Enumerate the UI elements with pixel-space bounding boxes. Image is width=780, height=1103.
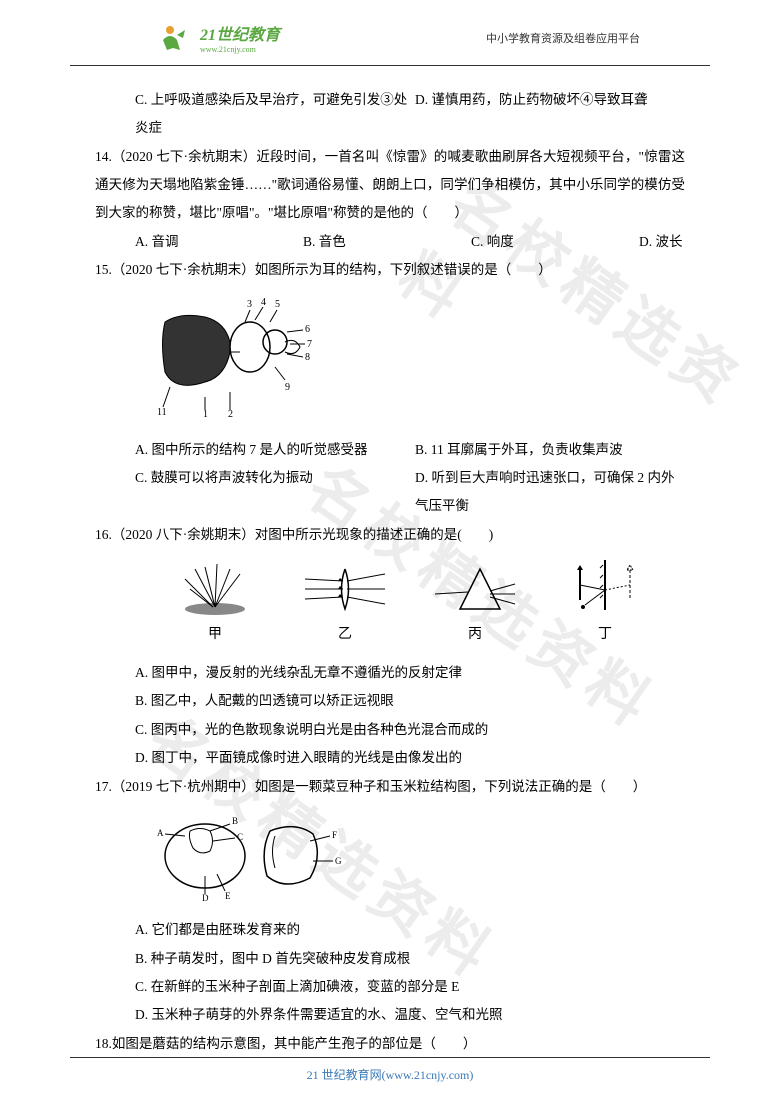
label-jia: 甲 (208, 620, 222, 649)
svg-text:7: 7 (307, 339, 312, 350)
q15-stem: 15.（2020 七下·余杭期末）如图所示为耳的结构，下列叙述错误的是（ ） (95, 256, 685, 284)
q16-img-bing: 丙 (425, 559, 525, 649)
q15-opt-d: D. 听到巨大声响时迅速张口，可确保 2 内外气压平衡 (415, 464, 685, 521)
header-subtitle: 中小学教育资源及组卷应用平台 (486, 30, 640, 46)
svg-text:B: B (232, 816, 238, 826)
page-header: 21世纪教育 www.21cnjy.com 中小学教育资源及组卷应用平台 (70, 0, 710, 66)
q14-options: A. 音调 B. 音色 C. 响度 D. 波长 (95, 228, 685, 256)
svg-text:A: A (157, 828, 164, 838)
q16-images: 甲 乙 (95, 559, 685, 649)
q14-opt-d: D. 波长 (639, 228, 685, 256)
q18-stem: 18.如图是蘑菇的结构示意图，其中能产生孢子的部位是（ ） (95, 1030, 685, 1058)
q15-options-ab: A. 图中所示的结构 7 是人的听觉感受器 B. 11 耳廓属于外耳，负责收集声… (95, 436, 685, 464)
q17-stem: 17.（2019 七下·杭州期中）如图是一颗菜豆种子和玉米粒结构图，下列说法正确… (95, 773, 685, 801)
svg-text:9: 9 (285, 382, 290, 393)
q15-options-cd: C. 鼓膜可以将声波转化为振动 D. 听到巨大声响时迅速张口，可确保 2 内外气… (95, 464, 685, 521)
q15-ear-image: 1 2 3 4 5 6 7 8 9 11 (95, 292, 685, 427)
q14-opt-a: A. 音调 (135, 228, 303, 256)
q13-options-cd: C. 上呼吸道感染后及早治疗，可避免引发③处炎症 D. 谨慎用药，防止药物破坏④… (95, 86, 685, 143)
q15-opt-a: A. 图中所示的结构 7 是人的听觉感受器 (135, 436, 415, 464)
logo: 21世纪教育 www.21cnjy.com (155, 20, 280, 55)
svg-text:3: 3 (247, 299, 252, 310)
label-bing: 丙 (468, 620, 482, 649)
svg-text:5: 5 (275, 299, 280, 310)
page-content: C. 上呼吸道感染后及早治疗，可避免引发③处炎症 D. 谨慎用药，防止药物破坏④… (0, 66, 780, 1058)
label-yi: 乙 (338, 620, 352, 649)
q13-opt-d: D. 谨慎用药，防止药物破坏④导致耳聋 (415, 86, 685, 143)
q16-img-ding: 丁 (555, 559, 655, 649)
q13-opt-c: C. 上呼吸道感染后及早治疗，可避免引发③处炎症 (135, 86, 415, 143)
q16-opt-b: B. 图乙中，人配戴的凹透镜可以矫正远视眼 (95, 687, 685, 715)
q14-text: 14.（2020 七下·余杭期末）近段时间，一首名叫《惊雷》的喊麦歌曲刷屏各大短… (95, 149, 685, 221)
q14-opt-b: B. 音色 (303, 228, 471, 256)
q16-opt-a: A. 图甲中，漫反射的光线杂乱无章不遵循光的反射定律 (95, 659, 685, 687)
label-ding: 丁 (598, 620, 612, 649)
svg-text:E: E (225, 891, 231, 901)
q16-img-jia: 甲 (165, 559, 265, 649)
svg-text:11: 11 (157, 407, 167, 417)
page-footer: 21 世纪教育网(www.21cnjy.com) (0, 1057, 780, 1083)
svg-text:6: 6 (305, 324, 310, 335)
svg-text:D: D (202, 893, 209, 901)
q17-seed-image: A B C D E F G (95, 806, 685, 911)
q16-opt-c: C. 图丙中，光的色散现象说明白光是由各种色光混合而成的 (95, 716, 685, 744)
q17-opt-a: A. 它们都是由胚珠发育来的 (95, 916, 685, 944)
q15-opt-b: B. 11 耳廓属于外耳，负责收集声波 (415, 436, 685, 464)
q16-stem: 16.（2020 八下·余姚期末）对图中所示光现象的描述正确的是( ) (95, 521, 685, 549)
q14-stem: 14.（2020 七下·余杭期末）近段时间，一首名叫《惊雷》的喊麦歌曲刷屏各大短… (95, 143, 685, 228)
q17-opt-b: B. 种子萌发时，图中 D 首先突破种皮发育成根 (95, 945, 685, 973)
logo-text: 21世纪教育 (200, 21, 280, 45)
q14-opt-c: C. 响度 (471, 228, 639, 256)
q15-opt-c: C. 鼓膜可以将声波转化为振动 (135, 464, 415, 521)
svg-text:4: 4 (261, 297, 266, 308)
q17-opt-d: D. 玉米种子萌芽的外界条件需要适宜的水、温度、空气和光照 (95, 1001, 685, 1029)
svg-text:8: 8 (305, 352, 310, 363)
svg-text:1: 1 (203, 409, 208, 417)
q16-opt-d: D. 图丁中，平面镜成像时进入眼睛的光线是由像发出的 (95, 744, 685, 772)
footer-text: 21 世纪教育网(www.21cnjy.com) (70, 1057, 710, 1083)
q17-opt-c: C. 在新鲜的玉米种子剖面上滴加碘液，变蓝的部分是 E (95, 973, 685, 1001)
svg-text:C: C (237, 832, 243, 842)
q16-img-yi: 乙 (295, 559, 395, 649)
svg-text:F: F (332, 830, 337, 840)
logo-url: www.21cnjy.com (200, 45, 280, 54)
logo-icon (155, 20, 195, 55)
svg-text:G: G (335, 856, 342, 866)
svg-text:2: 2 (228, 409, 233, 417)
